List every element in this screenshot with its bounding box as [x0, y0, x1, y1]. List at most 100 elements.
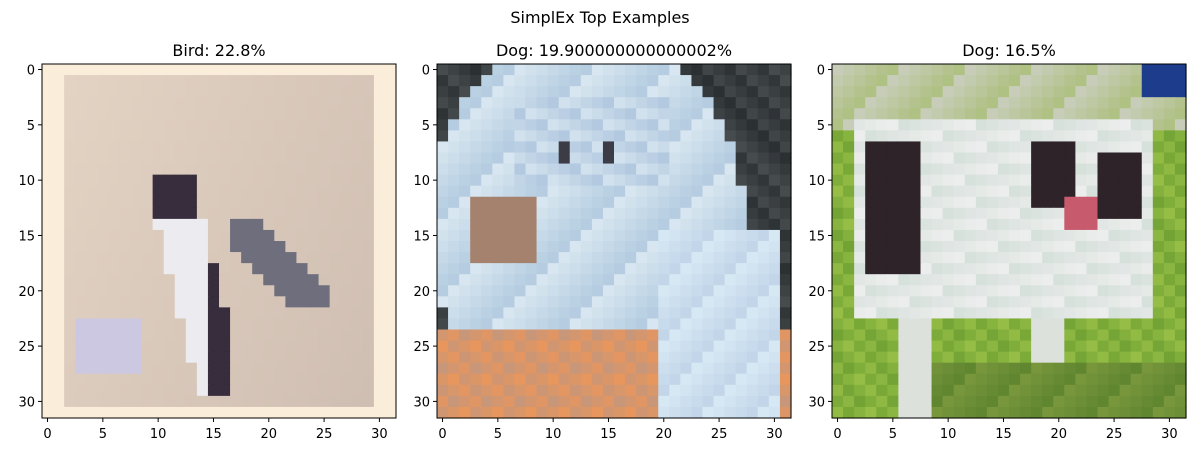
image-pixel [931, 351, 944, 364]
image-pixel [362, 274, 375, 286]
image-pixel [569, 141, 582, 154]
image-pixel [636, 108, 648, 120]
y-tick-label: 10 [808, 174, 825, 189]
image-pixel [141, 119, 154, 131]
image-pixel [757, 252, 770, 264]
image-pixel [591, 384, 604, 397]
image-pixel [558, 274, 571, 286]
image-pixel [997, 395, 1010, 408]
image-pixel [1141, 329, 1154, 342]
image-pixel [241, 75, 253, 87]
image-pixel [1031, 130, 1043, 143]
image-pixel [174, 196, 187, 209]
image-pixel [130, 329, 143, 342]
image-pixel [931, 207, 944, 220]
image-pixel [735, 252, 748, 264]
image-pixel [658, 229, 670, 242]
image-pixel [614, 241, 626, 253]
image-pixel [691, 252, 704, 264]
image-pixel [75, 351, 87, 364]
image-pixel [252, 406, 264, 419]
image-pixel [757, 97, 770, 109]
image-pixel [185, 185, 198, 198]
image-pixel [329, 296, 342, 308]
image-pixel [931, 141, 944, 154]
image-pixel [843, 362, 855, 375]
image-pixel [964, 329, 977, 342]
image-pixel [1141, 307, 1154, 320]
image-pixel [1152, 218, 1165, 231]
image-pixel [647, 329, 659, 342]
image-pixel [362, 329, 375, 342]
image-pixel [459, 64, 471, 76]
image-pixel [614, 64, 626, 76]
image-pixel [274, 130, 286, 143]
image-pixel [141, 318, 154, 331]
image-pixel [1020, 384, 1032, 397]
image-pixel [1119, 130, 1132, 143]
image-pixel [53, 362, 65, 375]
image-pixel [207, 185, 220, 198]
image-pixel [219, 174, 231, 187]
image-pixel [898, 207, 911, 220]
image-pixel [569, 340, 582, 353]
image-pixel [470, 141, 482, 154]
image-pixel [669, 174, 681, 187]
image-pixel [274, 318, 286, 331]
image-pixel [975, 296, 988, 308]
image-pixel [746, 75, 759, 87]
image-pixel [625, 218, 637, 231]
image-pixel [1097, 130, 1110, 143]
image-pixel [680, 141, 693, 154]
image-pixel [207, 97, 220, 109]
image-pixel [1108, 241, 1121, 253]
image-pixel [318, 86, 331, 98]
y-tick-label: 5 [27, 119, 35, 134]
image-pixel [86, 119, 98, 131]
image-pixel [459, 318, 471, 331]
image-pixel [1031, 395, 1043, 408]
image-pixel [1108, 174, 1121, 187]
image-pixel [942, 152, 955, 165]
image-pixel [832, 285, 844, 297]
image-pixel [362, 252, 375, 264]
image-pixel [591, 274, 604, 286]
image-pixel [64, 196, 76, 209]
image-pixel [1086, 362, 1099, 375]
image-pixel [252, 373, 264, 386]
image-pixel [580, 296, 593, 308]
image-pixel [975, 207, 988, 220]
image-pixel [920, 196, 933, 209]
image-pixel [854, 395, 866, 408]
image-pixel [975, 141, 988, 154]
image-pixel [569, 152, 582, 165]
image-pixel [658, 307, 670, 320]
image-pixel [909, 373, 922, 386]
image-pixel [97, 252, 109, 264]
image-pixel [1152, 252, 1165, 264]
image-pixel [1119, 97, 1132, 109]
image-pixel [481, 252, 493, 264]
y-tick-label: 5 [817, 119, 825, 134]
image-pixel [274, 373, 286, 386]
image-pixel [53, 185, 65, 198]
image-pixel [1020, 318, 1032, 331]
image-pixel [614, 229, 626, 242]
image-pixel [252, 207, 264, 220]
image-pixel [636, 241, 648, 253]
image-pixel [1075, 64, 1088, 76]
image-pixel [1020, 207, 1032, 220]
image-pixel [536, 373, 549, 386]
image-pixel [1020, 152, 1032, 165]
image-pixel [196, 141, 209, 154]
image-pixel [887, 207, 899, 220]
image-pixel [296, 296, 309, 308]
image-pixel [1031, 307, 1043, 320]
image-pixel [1042, 152, 1054, 165]
image-pixel [558, 97, 571, 109]
image-pixel [964, 229, 977, 242]
image-pixel [1152, 141, 1165, 154]
image-pixel [1086, 384, 1099, 397]
image-pixel [580, 340, 593, 353]
image-pixel [340, 86, 353, 98]
